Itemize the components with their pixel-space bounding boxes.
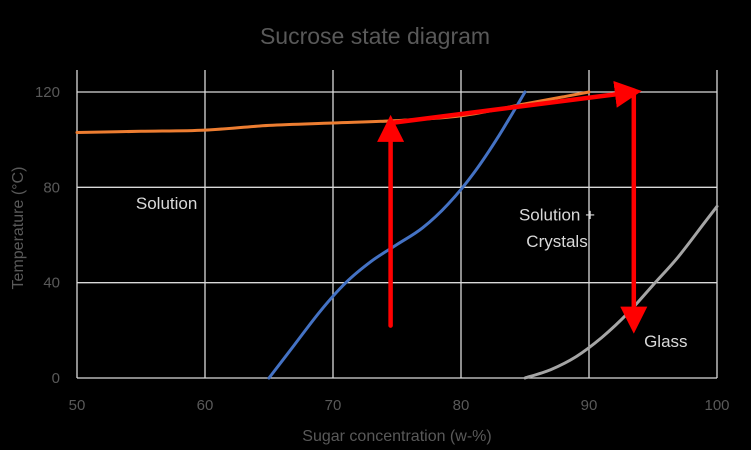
arrow-layer	[377, 80, 648, 334]
series-line-orange	[75, 90, 591, 134]
region-label: Solution +	[519, 206, 595, 225]
series-layer	[75, 90, 719, 380]
x-tick-label: 90	[581, 397, 598, 414]
tick-labels: 50 60 70 80 90 100 0 40 80 120	[35, 84, 730, 414]
chart-title: Sucrose state diagram	[260, 23, 490, 49]
x-tick-label: 50	[69, 397, 86, 414]
y-tick-label: 0	[52, 370, 60, 387]
region-label: Glass	[644, 332, 687, 351]
y-tick-label: 80	[43, 179, 60, 196]
y-tick-label: 40	[43, 275, 60, 292]
y-tick-label: 120	[35, 84, 60, 101]
series-line-blue	[267, 90, 527, 380]
x-tick-label: 100	[704, 397, 729, 414]
red-arrow	[388, 80, 642, 126]
x-tick-label: 70	[325, 397, 342, 414]
grid	[76, 70, 718, 379]
y-axis-label: Temperature (°C)	[10, 167, 27, 290]
x-tick-label: 60	[197, 397, 214, 414]
region-labels: Solution Solution + Crystals Glass	[136, 194, 688, 351]
region-label: Crystals	[526, 232, 587, 251]
region-label: Solution	[136, 194, 197, 213]
x-axis-label: Sugar concentration (w-%)	[302, 428, 491, 445]
x-tick-label: 80	[453, 397, 470, 414]
